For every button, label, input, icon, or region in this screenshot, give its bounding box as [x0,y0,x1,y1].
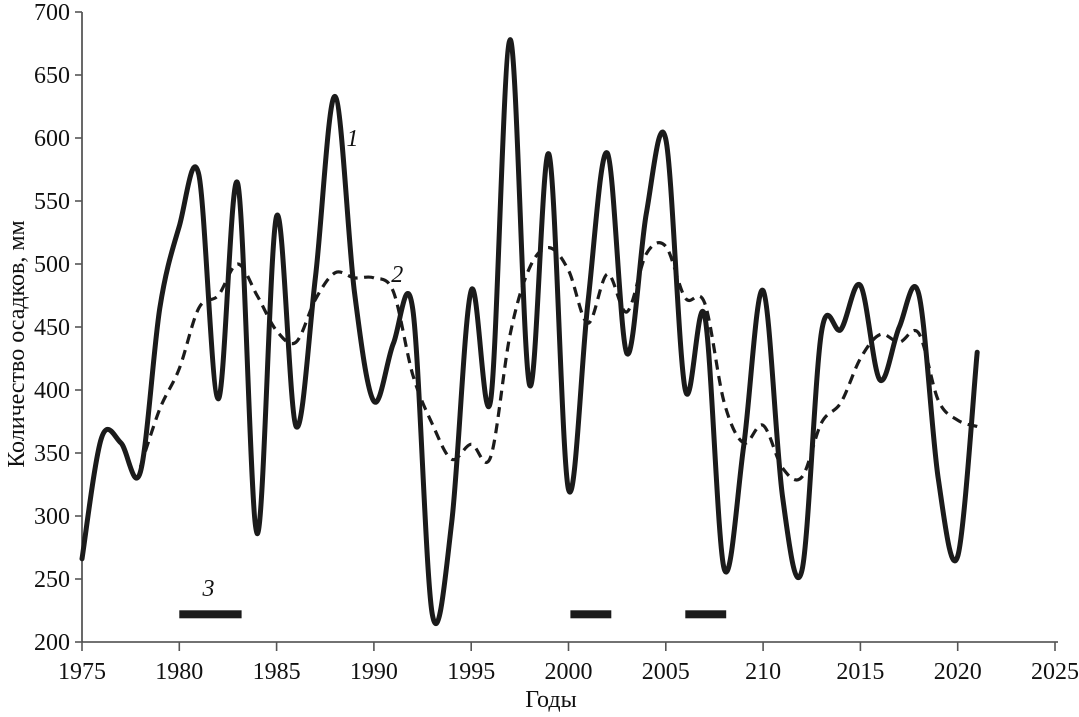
axes [81,12,1058,643]
x-tick-label-1980: 1980 [155,659,203,685]
x-axis-title: Годы [525,687,576,713]
series-1-solid-line [79,37,980,626]
y-tick-label-350: 350 [34,441,70,467]
y-tick-label-600: 600 [34,126,70,152]
y-tick-label-650: 650 [34,63,70,89]
curve-label-1: 1 [347,126,359,152]
x-tick-label-1995: 1995 [447,659,495,685]
y-tick-label-500: 500 [34,252,70,278]
curve-1 [79,37,980,626]
x-tick-label-2010: 210 [745,659,781,685]
bar-segment-2 [570,610,612,619]
y-tick-label-550: 550 [34,189,70,215]
axis-lines [81,12,1058,643]
y-tick-label-250: 250 [34,567,70,593]
bar-segment-1 [179,610,242,619]
y-tick-label-400: 400 [34,378,70,404]
y-axis-title: Количество осадков, мм [4,220,30,468]
x-tick-label-2020: 2020 [934,659,982,685]
x-tick-label-2015: 2015 [836,659,884,685]
curve-labels: 1 2 3 [202,126,404,602]
x-tick-label-2005: 2005 [642,659,690,685]
series-3-bars [179,610,727,619]
x-tick-label-1975: 1975 [58,659,106,685]
x-axis-ticks: 1975 1980 1985 1990 1995 2000 2005 210 2015 2020 2… [58,642,1079,685]
y-axis-ticks: 200 250 300 350 400 450 500 550 600 650 700 [34,0,82,656]
x-tick-label-1985: 1985 [253,659,301,685]
y-tick-label-200: 200 [34,630,70,656]
x-tick-label-2025: 2025 [1031,659,1079,685]
x-tick-label-2000: 2000 [545,659,593,685]
y-tick-label-700: 700 [34,0,70,26]
y-tick-label-450: 450 [34,315,70,341]
curve-label-2: 2 [391,262,403,288]
bar-segment-3 [685,610,727,619]
x-tick-label-1990: 1990 [350,659,398,685]
curve-label-3: 3 [202,576,215,602]
y-tick-label-300: 300 [34,504,70,530]
